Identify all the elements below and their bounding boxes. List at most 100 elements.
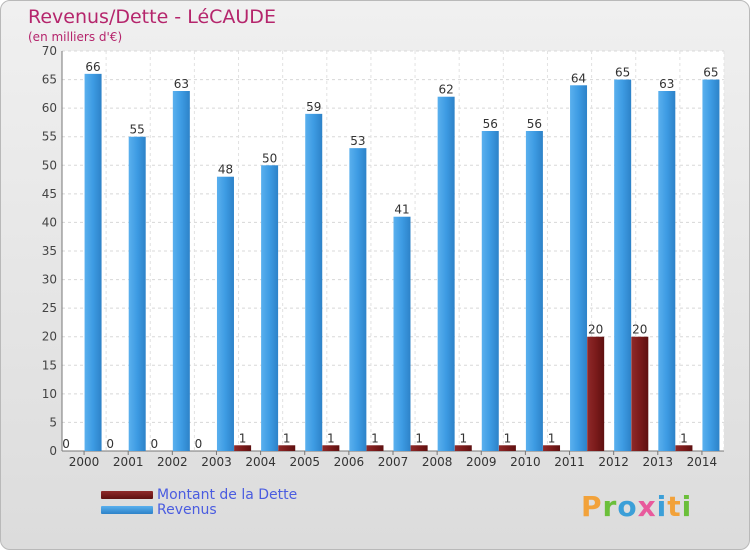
data-label-revenus: 48 [218,163,233,177]
bars [84,73,720,452]
data-label-revenus: 56 [483,117,498,131]
data-label-debt: 1 [283,431,291,445]
data-label-debt: 0 [62,437,70,451]
data-label-revenus: 66 [85,60,100,74]
bar-revenus [570,85,588,452]
bar-revenus [658,91,676,451]
bar-debt [631,336,649,451]
data-label-revenus: 56 [527,117,542,131]
x-tick-label: 2002 [157,455,188,469]
legend-swatch-debt [101,490,153,499]
y-tick-label: 0 [49,444,57,458]
data-label-debt: 1 [504,431,512,445]
bar-debt [675,445,693,451]
bar-debt [278,445,296,451]
data-label-debt: 1 [415,431,423,445]
y-tick-label: 25 [42,301,57,315]
bar-debt [322,445,340,451]
y-tick-label: 70 [42,44,57,58]
data-label-debt: 1 [371,431,379,445]
x-tick-label: 2000 [69,455,100,469]
grid-lines [61,50,725,452]
x-tick-label: 2013 [643,455,674,469]
bar-revenus [172,91,190,451]
y-tick-label: 65 [42,73,57,87]
x-tick-label: 2001 [113,455,144,469]
bar-revenus [614,79,632,452]
y-tick-label: 60 [42,101,57,115]
bar-debt [234,445,252,451]
data-label-debt: 20 [632,323,647,337]
chart-subtitle: (en milliers d'€) [28,30,123,44]
bar-revenus [437,96,455,451]
bar-revenus [349,148,367,451]
data-label-revenus: 59 [306,100,321,114]
data-label-debt: 1 [239,431,247,445]
y-tick-label: 5 [49,415,57,429]
bar-debt [410,445,428,451]
bar-debt [543,445,561,451]
data-label-revenus: 53 [350,134,365,148]
x-tick-label: 2003 [201,455,232,469]
y-tick-label: 35 [42,244,57,258]
x-tick-label: 2009 [466,455,497,469]
y-tick-label: 40 [42,215,57,229]
data-label-revenus: 41 [394,203,409,217]
data-label-debt: 1 [548,431,556,445]
x-tick-label: 2005 [289,455,320,469]
bar-revenus [481,131,499,451]
y-tick-label: 30 [42,273,57,287]
x-tick-label: 2012 [598,455,629,469]
legend-label-debt: Montant de la Dette [157,486,298,503]
x-tick-label: 2010 [510,455,541,469]
bar-revenus [702,79,720,452]
bar-revenus [128,136,146,451]
proxiti-logo: Proxiti [581,490,693,523]
y-tick-label: 55 [42,130,57,144]
x-tick-label: 2007 [378,455,409,469]
legend-item-debt: Montant de la Dette [101,486,298,503]
chart-title: Revenus/Dette - LéCAUDE [28,6,276,28]
legend-swatch-revenus [101,505,153,514]
data-label-debt: 0 [151,437,159,451]
data-label-revenus: 65 [703,66,718,80]
data-label-revenus: 63 [659,77,674,91]
legend-item-revenus: Revenus [101,501,297,518]
data-labels: 0 66 0 55 0 63 0 48 1 50 1 59 1 53 1 41 1 62 1 56 1 56 1 64 20 65… [62,60,718,451]
bar-revenus [84,73,102,451]
bar-revenus [216,176,234,451]
data-label-revenus: 50 [262,151,277,165]
x-tick-label: 2004 [245,455,276,469]
data-label-revenus: 64 [571,71,586,85]
bar-revenus [393,216,411,451]
bar-debt [454,445,472,451]
x-tick-label: 2014 [687,455,718,469]
data-label-revenus: 62 [438,83,453,97]
bar-revenus [525,131,543,451]
x-tick-label: 2006 [334,455,365,469]
data-label-debt: 0 [106,437,114,451]
y-tick-label: 50 [42,158,57,172]
data-label-debt: 1 [680,431,688,445]
y-tick-label: 45 [42,187,57,201]
x-tick-label: 2011 [554,455,585,469]
data-label-debt: 1 [327,431,335,445]
bar-debt [498,445,516,451]
y-tick-label: 15 [42,358,57,372]
y-tick-label: 10 [42,387,57,401]
data-label-revenus: 63 [174,77,189,91]
data-label-debt: 20 [588,323,603,337]
legend-label-revenus: Revenus [157,501,217,518]
x-tick-label: 2008 [422,455,453,469]
data-label-debt: 1 [459,431,467,445]
bar-revenus [261,165,279,452]
legend: Montant de la Dette Revenus [101,486,298,518]
bar-debt [587,336,605,451]
y-tick-label: 20 [42,330,57,344]
bar-revenus [305,113,323,451]
data-label-revenus: 65 [615,66,630,80]
data-label-revenus: 55 [130,123,145,137]
